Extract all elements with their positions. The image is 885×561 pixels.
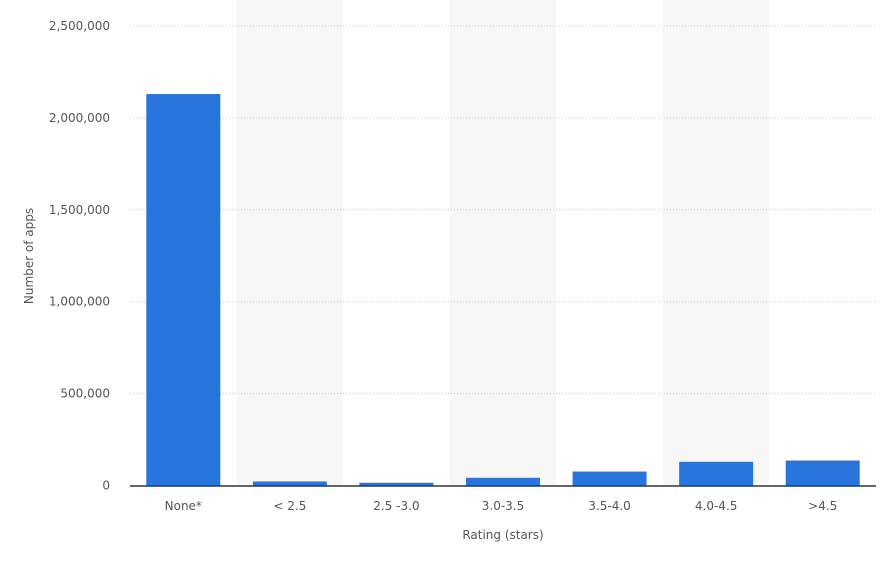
x-tick-label: < 2.5: [273, 499, 306, 513]
x-tick-label: None*: [165, 499, 202, 513]
bar-0[interactable]: [146, 94, 221, 486]
x-tick-label: 4.0-4.5: [695, 499, 738, 513]
x-tick-label: 2.5 -3.0: [373, 499, 419, 513]
bar-6[interactable]: [785, 460, 860, 486]
y-tick-label: 0: [102, 479, 110, 493]
category-band: [449, 0, 557, 486]
x-tick-label: >4.5: [808, 499, 837, 513]
x-tick-label: 3.5-4.0: [588, 499, 631, 513]
category-band: [662, 0, 770, 486]
category-band: [236, 0, 344, 486]
y-axis-title: Number of apps: [22, 208, 36, 304]
x-tick-label: 3.0-3.5: [482, 499, 525, 513]
bar-3[interactable]: [466, 477, 540, 486]
bar-1[interactable]: [252, 481, 327, 486]
y-tick-label: 1,000,000: [49, 295, 110, 309]
y-tick-label: 1,500,000: [49, 203, 110, 217]
bar-2[interactable]: [359, 482, 434, 486]
y-tick-label: 2,500,000: [49, 19, 110, 33]
y-tick-label: 500,000: [60, 387, 110, 401]
x-axis-title: Rating (stars): [462, 528, 543, 542]
bar-4[interactable]: [572, 471, 647, 486]
y-tick-label: 2,000,000: [49, 111, 110, 125]
bar-5[interactable]: [679, 461, 754, 486]
